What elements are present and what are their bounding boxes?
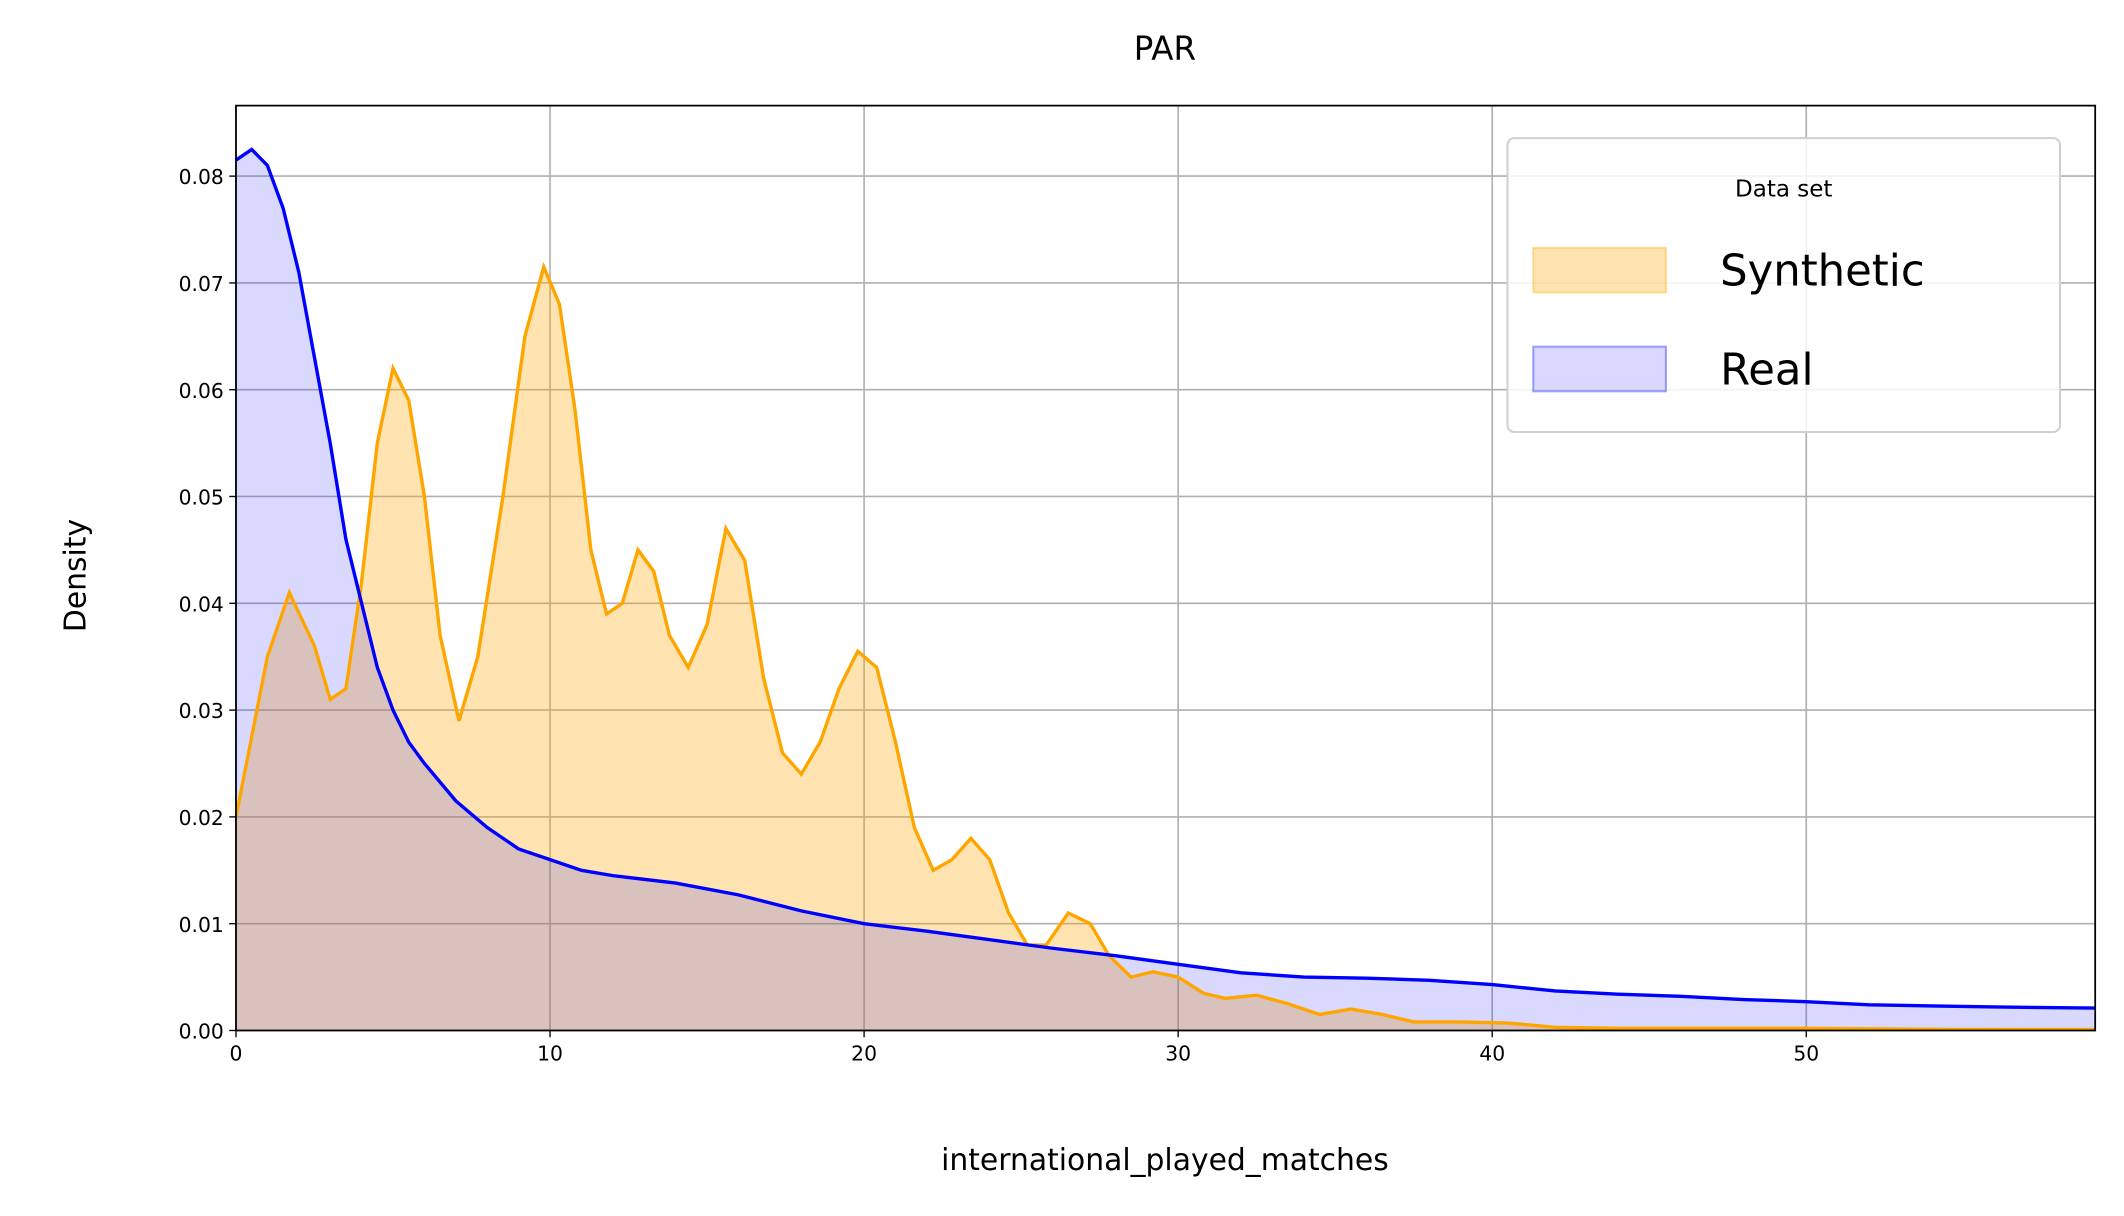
y-tick-label: 0.06 [179,379,224,403]
y-tick-label: 0.07 [179,272,224,296]
axes-frame [235,104,2097,1032]
density-line [235,261,2096,1031]
legend-label: Synthetic [1720,247,1925,297]
plot-area [235,147,2096,1031]
y-tick-label: 0.00 [179,1020,224,1044]
x-tick-label: 20 [851,1041,877,1065]
y-tick-label: 0.02 [179,806,224,830]
x-tick-label: 40 [1479,1041,1505,1065]
density-line [235,147,2096,1010]
legend-frame [1506,137,2062,433]
y-tick-label: 0.08 [179,165,224,189]
density-area [235,149,2096,1031]
legend: Data set Synthetic Real [1506,137,2062,433]
legend-swatch [1532,345,1667,393]
chart-title: PAR [1134,30,1196,68]
x-tick-label: 30 [1165,1041,1191,1065]
y-axis-label: Density [59,519,94,632]
x-tick-label: 50 [1793,1041,1819,1065]
y-tick-label: 0.05 [179,486,224,510]
legend-swatch [1532,246,1667,294]
legend-label: Real [1720,346,1813,396]
y-tick-label: 0.03 [179,699,224,723]
y-tick-label: 0.01 [179,913,224,937]
x-tick-label: 0 [230,1041,243,1065]
legend-title: Data set [1735,176,1832,202]
density-area [235,266,2096,1031]
y-tick-label: 0.04 [179,592,224,616]
x-axis-label: international_played_matches [941,1143,1389,1178]
x-tick-label: 10 [537,1041,563,1065]
